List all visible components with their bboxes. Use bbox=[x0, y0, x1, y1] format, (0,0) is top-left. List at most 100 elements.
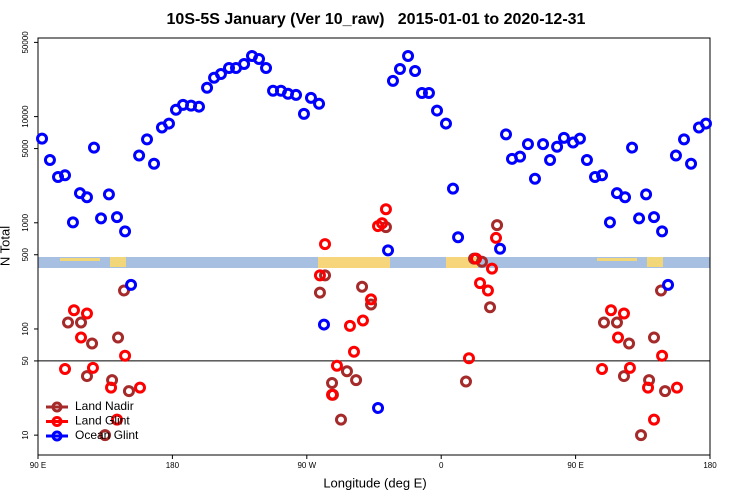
point bbox=[238, 57, 251, 70]
point bbox=[402, 50, 415, 63]
legend-label: Land Nadir bbox=[75, 399, 134, 413]
point bbox=[439, 117, 452, 130]
point bbox=[409, 64, 422, 77]
point bbox=[382, 244, 395, 257]
point bbox=[66, 216, 79, 229]
point bbox=[481, 284, 494, 297]
point bbox=[52, 170, 65, 183]
point bbox=[459, 375, 472, 388]
point bbox=[422, 86, 435, 99]
point bbox=[557, 131, 570, 144]
point bbox=[670, 381, 683, 394]
map-land bbox=[110, 257, 126, 267]
map-strip bbox=[38, 257, 710, 268]
point bbox=[304, 91, 317, 104]
point bbox=[474, 277, 487, 290]
point bbox=[415, 86, 428, 99]
point bbox=[356, 280, 369, 293]
point bbox=[500, 128, 513, 141]
point bbox=[610, 316, 623, 329]
x-tick-label: 90 W bbox=[297, 461, 316, 470]
point bbox=[105, 381, 118, 394]
point bbox=[334, 413, 347, 426]
point bbox=[659, 385, 672, 398]
legend-marker bbox=[51, 401, 63, 413]
point bbox=[88, 141, 100, 154]
point bbox=[484, 301, 497, 314]
point bbox=[86, 361, 99, 374]
point bbox=[290, 88, 303, 101]
point bbox=[313, 286, 326, 299]
point bbox=[491, 219, 504, 232]
point bbox=[192, 100, 205, 113]
point bbox=[393, 62, 406, 75]
point bbox=[617, 370, 630, 383]
point bbox=[80, 307, 93, 320]
point bbox=[59, 362, 72, 375]
point bbox=[122, 385, 135, 398]
point bbox=[648, 331, 660, 344]
point bbox=[319, 238, 332, 251]
point bbox=[43, 154, 56, 167]
y-tick-label: 10000 bbox=[21, 105, 30, 128]
point bbox=[326, 376, 339, 389]
point bbox=[596, 169, 609, 182]
point bbox=[544, 154, 557, 167]
point bbox=[551, 140, 564, 153]
point bbox=[313, 269, 326, 282]
map-land bbox=[597, 258, 637, 261]
x-tick-label: 0 bbox=[439, 461, 444, 470]
point bbox=[313, 97, 326, 110]
point bbox=[365, 293, 378, 306]
point bbox=[699, 117, 712, 130]
point bbox=[462, 352, 475, 365]
series bbox=[36, 50, 712, 415]
point bbox=[573, 132, 586, 145]
point bbox=[685, 157, 698, 170]
point bbox=[365, 298, 378, 311]
point bbox=[350, 374, 363, 387]
point bbox=[86, 337, 99, 350]
point bbox=[662, 278, 675, 291]
point bbox=[75, 331, 88, 344]
point bbox=[319, 269, 332, 282]
plot-frame bbox=[37, 37, 711, 456]
point bbox=[635, 429, 648, 442]
point bbox=[330, 359, 343, 372]
point bbox=[112, 331, 125, 344]
point bbox=[446, 182, 459, 195]
point bbox=[80, 191, 93, 204]
point bbox=[133, 149, 146, 162]
point bbox=[514, 150, 527, 163]
point bbox=[537, 138, 550, 151]
point bbox=[125, 278, 138, 291]
point bbox=[67, 304, 80, 317]
x-tick-label: 90 E bbox=[30, 461, 46, 470]
point bbox=[656, 349, 669, 362]
point bbox=[521, 138, 534, 151]
y-tick-label: 1000 bbox=[21, 213, 30, 231]
y-axis-title: N Total bbox=[0, 226, 12, 266]
point bbox=[356, 314, 369, 327]
map-land bbox=[60, 258, 100, 261]
point bbox=[99, 429, 112, 442]
point bbox=[648, 211, 660, 224]
point bbox=[214, 67, 227, 80]
point bbox=[431, 104, 444, 117]
point bbox=[110, 413, 123, 426]
point bbox=[633, 212, 646, 225]
point bbox=[75, 316, 88, 329]
point bbox=[386, 74, 399, 87]
point bbox=[59, 169, 72, 182]
point bbox=[656, 225, 669, 238]
chart-title: 10S-5S January (Ver 10_raw) 2015-01-01 t… bbox=[167, 11, 586, 28]
point bbox=[201, 81, 214, 94]
point bbox=[485, 262, 498, 275]
point bbox=[162, 117, 175, 130]
map-land bbox=[647, 257, 663, 267]
point bbox=[110, 211, 123, 224]
point bbox=[623, 337, 636, 350]
point bbox=[119, 349, 132, 362]
point bbox=[95, 212, 108, 225]
point bbox=[102, 188, 115, 201]
